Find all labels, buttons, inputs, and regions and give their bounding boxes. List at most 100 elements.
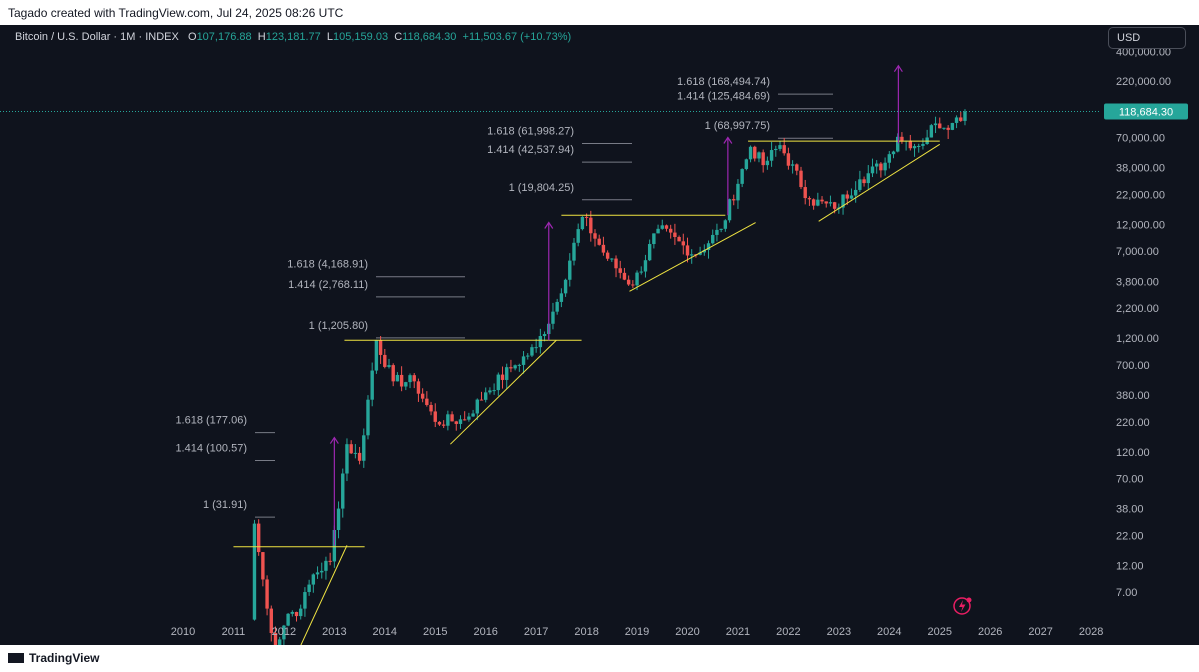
fib-label: 1.618 (61,998.27) [487, 125, 574, 137]
candle-down [383, 354, 387, 367]
candle-up [706, 243, 711, 251]
candle-up [816, 199, 820, 206]
candle-up [748, 146, 753, 160]
candle-up [366, 399, 370, 436]
candle-down [294, 611, 299, 617]
candle-up [551, 311, 555, 324]
y-tick-label: 700.00 [1116, 360, 1150, 372]
candle-up [488, 390, 492, 393]
candle-up [778, 145, 782, 149]
y-tick-label: 7.00 [1116, 587, 1137, 599]
x-tick-label: 2023 [827, 626, 851, 638]
y-tick-label: 120.00 [1116, 447, 1150, 459]
tradingview-logo-icon [8, 653, 24, 663]
symbol-name: Bitcoin / U.S. Dollar · 1M · INDEX [15, 31, 179, 43]
x-tick-label: 2018 [574, 626, 598, 638]
candle-up [341, 473, 345, 509]
candle-up [917, 145, 921, 147]
candle-down [269, 608, 273, 634]
alert-icon[interactable] [953, 597, 972, 615]
candle-up [870, 166, 875, 174]
candle-down [959, 117, 963, 121]
candle-down [437, 421, 442, 425]
candle-up [727, 199, 732, 221]
y-tick-label: 12.00 [1116, 560, 1144, 572]
candle-up [446, 414, 450, 426]
candle-down [681, 241, 685, 246]
y-tick-label: 12,000.00 [1116, 220, 1165, 232]
price-chart[interactable]: 1.618 (177.06) 1.414 (100.57) 1 (31.91) 1.6… [0, 25, 1199, 645]
x-tick-label: 2013 [322, 626, 346, 638]
footer-bar: TradingView [0, 645, 1199, 672]
candle-up [517, 364, 522, 366]
candle-down [946, 127, 950, 130]
candle-down [454, 421, 458, 424]
candle-up [635, 272, 639, 286]
candle-down [597, 238, 601, 245]
candle-up [290, 611, 295, 614]
candle-up [656, 228, 660, 234]
candle-down [664, 225, 669, 229]
high-value: 123,181.77 [265, 31, 321, 43]
candle-up [963, 111, 967, 121]
x-tick-label: 2014 [373, 626, 397, 638]
candle-down [584, 216, 589, 218]
candle-up [282, 625, 286, 640]
candle-up [362, 435, 366, 461]
candle-down [441, 424, 446, 426]
candle-up [921, 144, 925, 146]
candle-up [702, 250, 707, 253]
candle-up [874, 163, 879, 167]
candle-down [820, 199, 824, 202]
y-tick-label: 22.00 [1116, 530, 1144, 542]
candle-up [858, 179, 862, 190]
candle-down [626, 279, 631, 285]
candle-down [433, 411, 437, 422]
candle-down [908, 140, 913, 149]
trendlines [233, 140, 941, 645]
candle-up [538, 336, 543, 348]
candle-down [509, 367, 513, 369]
candle-up [933, 123, 938, 126]
x-axis: 2010 2011 2012 2013 2014 2015 2016 2017 2018 2019… [171, 626, 1104, 638]
candle-up [896, 136, 900, 152]
candle-down [862, 179, 866, 184]
x-tick-label: 2017 [524, 626, 548, 638]
candle-up [942, 127, 946, 129]
candle-up [315, 572, 320, 575]
tradingview-brand: TradingView [29, 651, 100, 665]
fib-label: 1.414 (100.57) [175, 442, 247, 454]
candle-up [467, 416, 471, 420]
candle-up [387, 365, 391, 367]
candle-down [378, 340, 383, 355]
arrow-head [723, 136, 733, 144]
y-tick-label: 220.00 [1116, 417, 1150, 429]
candle-down [631, 284, 635, 286]
x-tick-label: 2020 [675, 626, 699, 638]
candle-down [900, 136, 904, 142]
y-tick-label: 380.00 [1116, 390, 1150, 402]
candle-up [484, 392, 488, 400]
candle-down [450, 414, 454, 422]
currency-button[interactable]: USD [1108, 27, 1186, 49]
attribution-bar: Tagado created with TradingView.com, Jul… [0, 0, 1199, 25]
candle-down [462, 419, 467, 421]
candle-up [950, 122, 955, 130]
candle-down [500, 374, 505, 380]
candle-down [593, 233, 597, 239]
candle-up [715, 229, 719, 235]
candle-up [757, 152, 761, 159]
candle-up [610, 258, 614, 260]
trendline [629, 222, 756, 292]
fib-label: 1.618 (4,168.91) [287, 259, 368, 271]
candle-down [938, 123, 942, 129]
x-tick-label: 2024 [877, 626, 901, 638]
candle-up [299, 608, 303, 617]
candle-up [277, 639, 282, 645]
target-arrows [329, 64, 903, 546]
candle-down [614, 258, 618, 269]
fib-label: 1.414 (2,768.11) [288, 279, 368, 291]
candle-down [357, 452, 362, 461]
y-tick-label: 7,000.00 [1116, 246, 1159, 258]
candle-up [475, 399, 479, 414]
